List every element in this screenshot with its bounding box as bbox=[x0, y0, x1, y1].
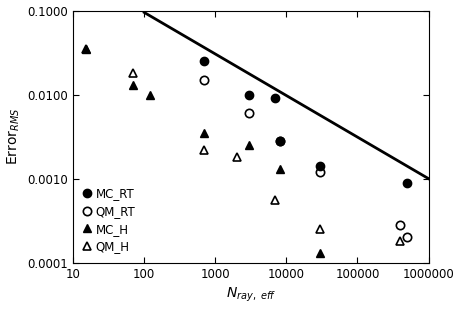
MC_RT bbox=[276, 139, 282, 143]
MC_RT bbox=[272, 97, 278, 100]
QM_RT bbox=[201, 78, 207, 82]
QM_RT bbox=[317, 170, 322, 174]
Line: MC_RT: MC_RT bbox=[200, 57, 410, 187]
MC_H bbox=[83, 47, 88, 51]
MC_H bbox=[246, 143, 252, 147]
MC_RT bbox=[403, 181, 409, 184]
MC_RT bbox=[246, 93, 252, 96]
QM_RT bbox=[246, 111, 252, 115]
QM_H bbox=[397, 239, 402, 243]
QM_H bbox=[201, 148, 207, 152]
MC_H bbox=[147, 93, 152, 96]
MC_RT bbox=[317, 165, 322, 168]
QM_H bbox=[130, 71, 136, 75]
QM_H bbox=[234, 155, 239, 159]
Line: QM_H: QM_H bbox=[81, 45, 403, 246]
Line: MC_H: MC_H bbox=[81, 45, 324, 257]
Line: QM_RT: QM_RT bbox=[200, 76, 410, 241]
MC_RT bbox=[201, 59, 207, 63]
QM_RT bbox=[403, 236, 409, 239]
Y-axis label: Error$_{RMS}$: Error$_{RMS}$ bbox=[6, 108, 22, 166]
MC_H bbox=[130, 83, 136, 87]
MC_H bbox=[276, 167, 282, 171]
QM_H bbox=[83, 47, 88, 51]
Legend: MC_RT, QM_RT, MC_H, QM_H: MC_RT, QM_RT, MC_H, QM_H bbox=[79, 184, 139, 257]
QM_H bbox=[272, 199, 278, 202]
QM_H bbox=[317, 228, 322, 231]
MC_H bbox=[317, 251, 322, 255]
X-axis label: $N_{ray,\ eff}$: $N_{ray,\ eff}$ bbox=[225, 286, 275, 304]
QM_RT bbox=[397, 223, 402, 227]
MC_H bbox=[201, 131, 207, 135]
QM_RT bbox=[276, 139, 282, 143]
